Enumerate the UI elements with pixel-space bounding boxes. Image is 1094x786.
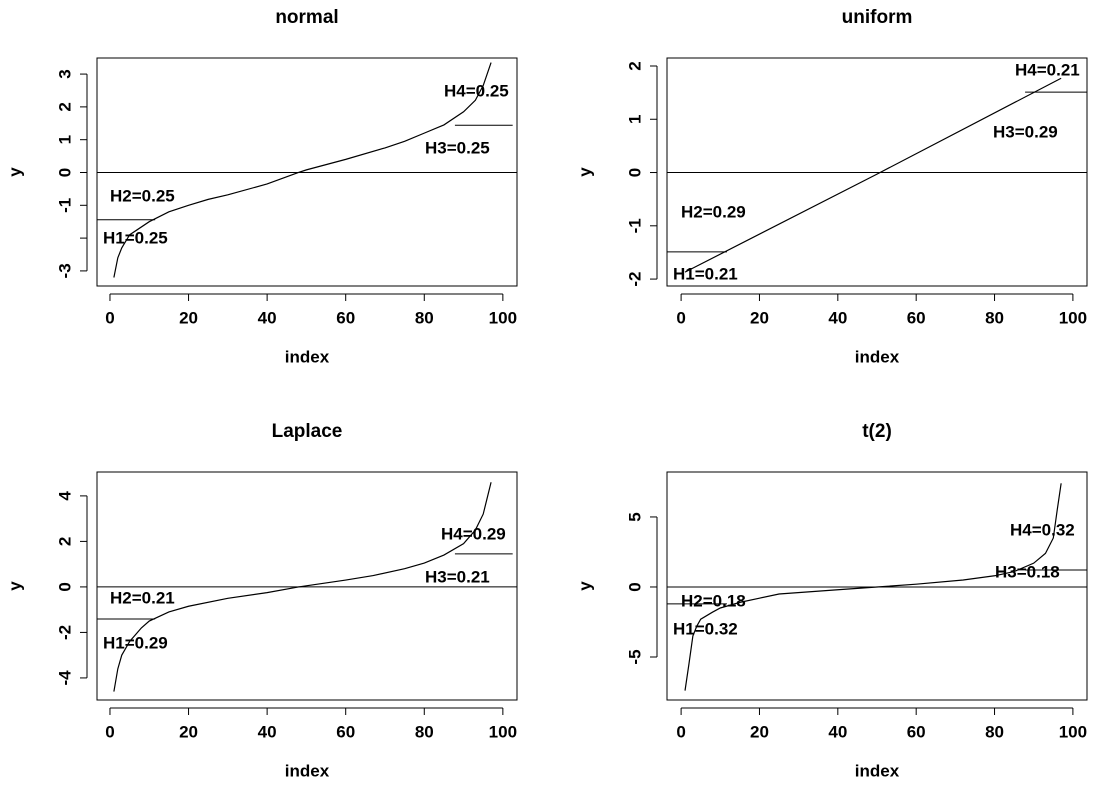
x-axis-label: index [855,761,900,780]
y-tick-label: 0 [55,582,74,591]
plot-box [666,471,1088,701]
annotation: H3=0.29 [993,122,1058,141]
panel-title: uniform [842,7,913,28]
y-tick-label: -2 [625,272,644,287]
x-tick-label: 100 [489,722,517,741]
y-tick-label: 0 [625,582,644,591]
y-axis-label: y [575,581,594,591]
y-axis-label: y [5,581,24,591]
panel-title: t(2) [862,421,892,442]
x-tick-label: 60 [907,308,926,327]
x-axis-label: index [855,347,900,366]
panel-title: Laplace [272,421,343,442]
y-tick-label: 2 [625,61,644,70]
panel: t(2) index y 0 20 40 60 80 100 -5 0 5 H1=0.32 H2=0.18… [575,421,1088,780]
y-tick-label: 4 [55,491,74,501]
y-tick-label: -1 [55,198,74,213]
x-tick-label: 80 [415,722,434,741]
data-line [113,482,492,692]
x-tick-label: 20 [179,722,198,741]
x-tick-label: 60 [907,722,926,741]
plot-box [96,471,518,701]
annotation: H1=0.32 [673,619,738,638]
annotation: H4=0.25 [444,81,509,100]
data-line [684,77,1062,273]
data-line [684,483,1062,691]
x-tick-label: 40 [258,308,277,327]
y-tick-label: 1 [55,135,74,144]
y-tick-label: -2 [55,625,74,640]
x-tick-label: 80 [415,308,434,327]
y-tick-label: 2 [55,537,74,546]
x-tick-label: 100 [1059,308,1087,327]
panel: uniform index y 0 20 40 60 80 100 -2 -1 0 1 2 H1=0.21 H… [575,7,1088,366]
annotation: H1=0.29 [103,633,168,652]
y-tick-label: 0 [55,168,74,177]
y-tick-label: -5 [625,649,644,664]
y-tick-label: 0 [625,168,644,177]
panel-title: normal [275,7,338,28]
annotation: H3=0.21 [425,567,490,586]
y-axis-label: y [5,167,24,177]
x-tick-label: 100 [489,308,517,327]
annotation: H4=0.32 [1010,520,1075,539]
y-tick-label: -4 [55,670,74,686]
x-tick-label: 20 [750,722,769,741]
x-tick-label: 0 [676,308,685,327]
x-tick-label: 100 [1059,722,1087,741]
plot-box [666,57,1088,287]
x-tick-label: 40 [828,722,847,741]
x-tick-label: 0 [676,722,685,741]
y-tick-label: -1 [625,218,644,233]
annotation: H2=0.18 [681,591,746,610]
x-tick-label: 0 [105,308,114,327]
x-axis-label: index [285,347,330,366]
y-tick-label: 3 [55,69,74,78]
x-tick-label: 0 [105,722,114,741]
y-tick-label: 5 [625,512,644,521]
annotation: H4=0.21 [1015,60,1080,79]
annotation: H3=0.25 [425,138,490,157]
y-axis-label: y [575,167,594,177]
panel: Laplace index y 0 20 40 60 80 100 -4 -2 0 2 4 H1=0.29 H… [5,421,518,780]
annotation: H1=0.25 [103,228,168,247]
x-tick-label: 60 [336,722,355,741]
x-tick-label: 20 [179,308,198,327]
annotation: H2=0.29 [681,202,746,221]
y-tick-label: 1 [625,115,644,124]
annotation: H4=0.29 [441,524,506,543]
x-tick-label: 20 [750,308,769,327]
y-tick-label: -3 [55,263,74,278]
x-tick-label: 60 [336,308,355,327]
x-tick-label: 40 [828,308,847,327]
y-tick-label: 2 [55,102,74,111]
annotation: H2=0.21 [110,588,175,607]
annotation: H1=0.21 [673,264,738,283]
panel: normal index y 0 20 40 60 80 100 -3 -1 0 1 2 3 H1=0.25 H… [5,7,518,366]
annotation: H2=0.25 [110,186,175,205]
x-tick-label: 40 [258,722,277,741]
annotation: H3=0.18 [995,562,1060,581]
data-line [113,62,492,278]
x-tick-label: 80 [985,722,1004,741]
x-tick-label: 80 [985,308,1004,327]
x-axis-label: index [285,761,330,780]
